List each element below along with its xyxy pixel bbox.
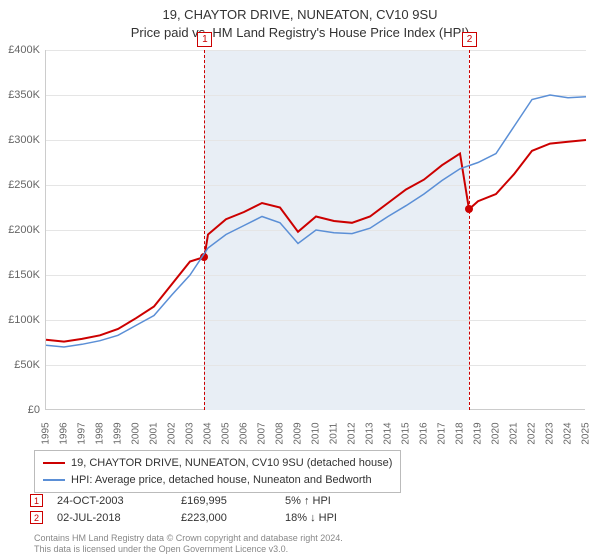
x-tick-label: 2004 [203, 422, 214, 444]
x-tick-label: 2002 [167, 422, 178, 444]
x-tick-label: 1995 [41, 422, 52, 444]
x-tick-label: 2000 [131, 422, 142, 444]
sale-date: 24-OCT-2003 [57, 495, 167, 507]
y-tick-label: £250K [0, 179, 40, 191]
chart-title-line1: 19, CHAYTOR DRIVE, NUNEATON, CV10 9SU [0, 6, 600, 24]
x-tick-label: 2001 [149, 422, 160, 444]
footer: Contains HM Land Registry data © Crown c… [34, 533, 343, 556]
x-tick-label: 2006 [239, 422, 250, 444]
x-tick-label: 2022 [527, 422, 538, 444]
sale-hpi: 5% ↑ HPI [285, 495, 385, 507]
x-tick-label: 2011 [329, 423, 340, 445]
series-property [46, 140, 586, 342]
y-tick-label: £150K [0, 269, 40, 281]
legend-swatch [43, 479, 65, 481]
plot-area: £0£50K£100K£150K£200K£250K£300K£350K£400… [45, 50, 585, 410]
chart-container: 19, CHAYTOR DRIVE, NUNEATON, CV10 9SU Pr… [0, 0, 600, 560]
sale-row: 1 24-OCT-2003 £169,995 5% ↑ HPI [30, 494, 385, 507]
x-tick-label: 2021 [509, 422, 520, 444]
y-tick-label: £50K [0, 359, 40, 371]
y-tick-label: £400K [0, 44, 40, 56]
x-tick-label: 2019 [473, 422, 484, 444]
footer-line1: Contains HM Land Registry data © Crown c… [34, 533, 343, 545]
sale-row: 2 02-JUL-2018 £223,000 18% ↓ HPI [30, 511, 385, 524]
x-tick-label: 2017 [437, 422, 448, 444]
marker-box: 2 [462, 32, 477, 47]
sale-hpi: 18% ↓ HPI [285, 512, 385, 524]
sales-table: 1 24-OCT-2003 £169,995 5% ↑ HPI 2 02-JUL-2018… [30, 494, 385, 528]
line-layer [46, 50, 586, 410]
x-tick-label: 1997 [77, 422, 88, 444]
x-tick-label: 2024 [563, 422, 574, 444]
sale-date: 02-JUL-2018 [57, 512, 167, 524]
x-tick-label: 2005 [221, 422, 232, 444]
x-tick-label: 2023 [545, 422, 556, 444]
legend-row: HPI: Average price, detached house, Nune… [43, 472, 392, 489]
x-tick-label: 2016 [419, 422, 430, 444]
x-tick-label: 2015 [401, 422, 412, 444]
x-tick-label: 2003 [185, 422, 196, 444]
y-tick-label: £350K [0, 89, 40, 101]
x-tick-label: 2020 [491, 422, 502, 444]
y-tick-label: £300K [0, 134, 40, 146]
y-tick-label: £200K [0, 224, 40, 236]
chart-title-line2: Price paid vs. HM Land Registry's House … [0, 24, 600, 42]
footer-line2: This data is licensed under the Open Gov… [34, 544, 343, 556]
x-tick-label: 1998 [95, 422, 106, 444]
x-tick-label: 1996 [59, 422, 70, 444]
y-tick-label: £0 [0, 404, 40, 416]
x-tick-label: 2007 [257, 422, 268, 444]
x-tick-label: 2025 [581, 422, 592, 444]
x-tick-label: 2009 [293, 422, 304, 444]
x-tick-label: 2010 [311, 422, 322, 444]
x-tick-label: 2014 [383, 422, 394, 444]
y-tick-label: £100K [0, 314, 40, 326]
legend-label: HPI: Average price, detached house, Nune… [71, 472, 372, 489]
marker-box: 1 [197, 32, 212, 47]
title-area: 19, CHAYTOR DRIVE, NUNEATON, CV10 9SU Pr… [0, 0, 600, 42]
sale-price: £169,995 [181, 495, 271, 507]
sale-marker-box: 1 [30, 494, 43, 507]
x-tick-label: 2008 [275, 422, 286, 444]
series-hpi [46, 95, 586, 347]
sale-price: £223,000 [181, 512, 271, 524]
x-tick-label: 1999 [113, 422, 124, 444]
legend: 19, CHAYTOR DRIVE, NUNEATON, CV10 9SU (d… [34, 450, 401, 493]
x-tick-label: 2018 [455, 422, 466, 444]
legend-row: 19, CHAYTOR DRIVE, NUNEATON, CV10 9SU (d… [43, 455, 392, 472]
legend-swatch [43, 462, 65, 464]
sale-marker-box: 2 [30, 511, 43, 524]
x-tick-label: 2013 [365, 422, 376, 444]
x-tick-label: 2012 [347, 422, 358, 444]
legend-label: 19, CHAYTOR DRIVE, NUNEATON, CV10 9SU (d… [71, 455, 392, 472]
